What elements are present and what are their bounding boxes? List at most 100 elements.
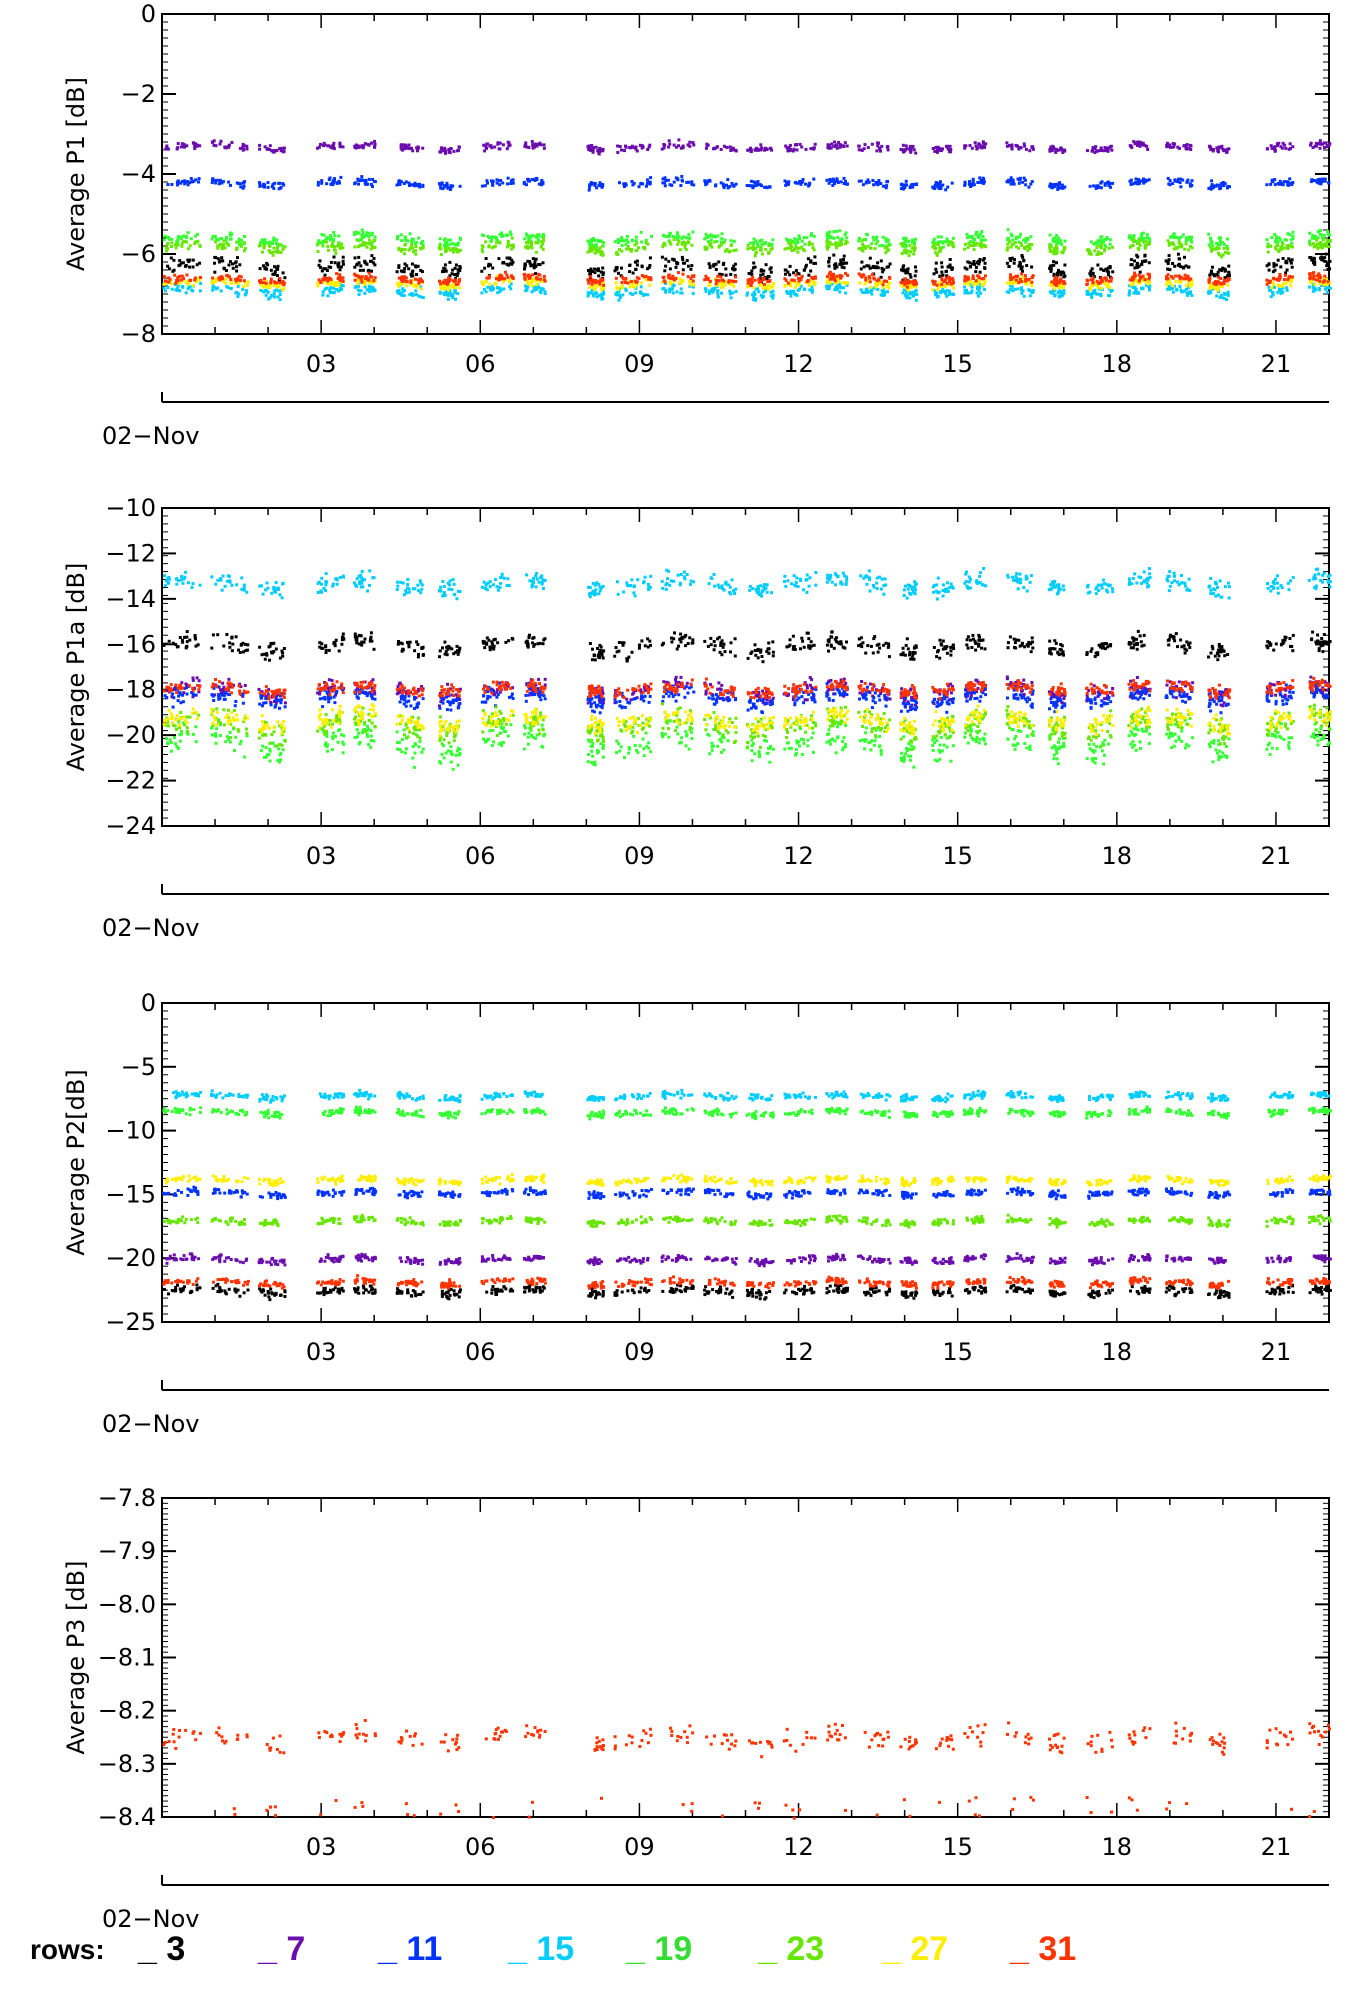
data-point [1285,286,1289,290]
data-point [1100,252,1104,255]
data-point [783,277,787,281]
data-point [1136,144,1140,147]
data-point [1056,236,1060,240]
data-point [1140,232,1144,236]
data-point [1217,145,1221,149]
data-point [330,279,334,283]
data-point [211,278,215,282]
data-point [1141,238,1145,242]
data-point [940,149,943,153]
data-point [1102,238,1106,242]
data-point [1105,237,1109,241]
data-point [719,148,723,151]
data-point [885,145,889,149]
data-point [832,236,836,240]
data-point [800,239,804,243]
data-point [407,143,411,147]
data-point [668,267,672,271]
data-point [791,149,795,153]
data-point [1220,144,1224,148]
data-point [1318,146,1322,150]
data-point [668,280,672,284]
data-point [832,230,836,234]
data-point [617,290,621,294]
data-point [1012,182,1016,186]
data-point [593,238,597,242]
data-point [282,146,286,150]
data-point [1183,247,1187,251]
data-point [1108,265,1112,268]
data-point [730,181,734,185]
data-point [644,274,648,278]
data-point [826,247,829,251]
data-point [1107,146,1111,150]
data-point [1167,258,1171,262]
data-point [600,287,604,290]
data-point [602,241,605,244]
data-point [446,243,450,247]
data-point [493,145,497,149]
data-point [838,229,842,233]
data-point [1310,178,1314,182]
data-point [497,275,501,279]
data-point [877,278,881,282]
data-point [522,182,526,186]
data-point [793,241,797,245]
data-point [592,294,596,298]
data-point [1024,240,1028,244]
data-point [1010,285,1014,288]
data-point [932,281,936,285]
data-point [221,243,225,247]
data-point [620,283,624,287]
data-point [1144,236,1148,240]
data-point [1286,232,1290,236]
data-point [275,149,279,153]
data-point [940,276,944,280]
data-point [1104,245,1108,249]
data-point [510,243,514,247]
data-point [1323,146,1326,149]
data-point [751,186,755,190]
data-point [1282,281,1286,285]
data-point [335,244,339,248]
data-point [888,276,892,280]
data-point [734,275,738,279]
data-point [397,265,401,269]
data-point [725,183,728,187]
data-point [490,146,494,150]
data-point [937,281,941,285]
data-point [1148,288,1151,292]
data-point [1022,142,1026,146]
data-point [1187,265,1190,269]
data-point [404,279,408,283]
data-point [903,148,907,152]
data-point [757,290,761,294]
data-point [165,242,169,246]
data-point [451,247,455,251]
data-point [524,141,528,145]
data-point [1018,235,1022,239]
data-point [942,279,946,283]
data-point [797,279,801,283]
data-point [237,237,241,241]
data-point [188,258,192,262]
data-point [873,247,877,251]
data-point [624,145,628,149]
data-point [488,144,492,148]
data-point [1322,277,1326,281]
data-point [703,247,707,251]
series-23 [164,236,1332,259]
data-point [752,242,756,246]
data-point [180,261,184,265]
data-point [1091,146,1095,150]
data-point [174,288,178,292]
data-point [500,231,504,235]
data-point [1063,185,1067,189]
data-point [830,179,834,183]
data-point [196,277,200,281]
data-point [1270,236,1274,240]
data-point [1110,276,1114,280]
data-point [490,284,494,288]
data-point [332,238,336,241]
